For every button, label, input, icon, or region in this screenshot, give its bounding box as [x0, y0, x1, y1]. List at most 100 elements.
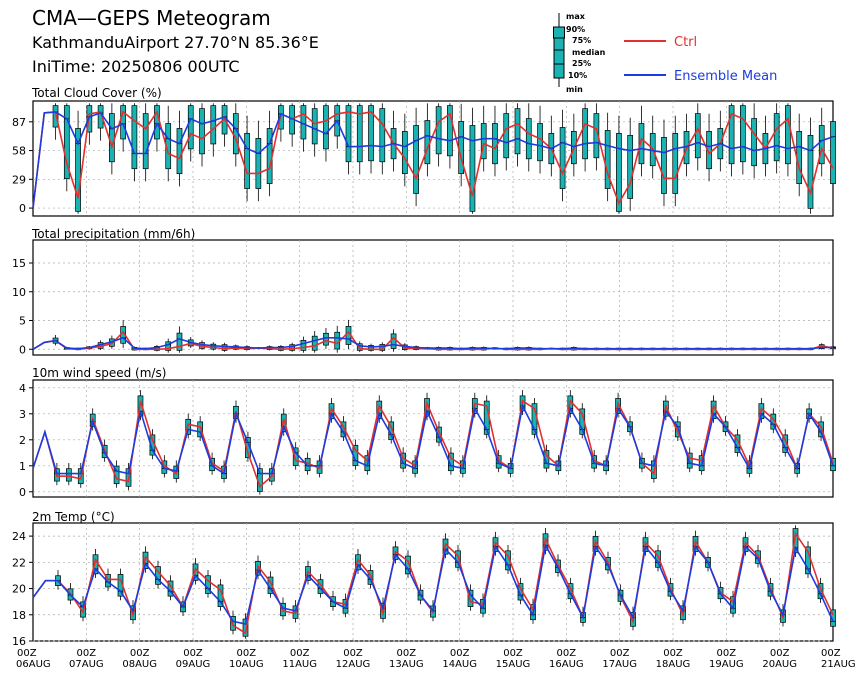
box-body [300, 339, 307, 351]
legend-p10: 10% [568, 71, 587, 80]
y-tick-label: 29 [12, 173, 26, 186]
box-body [582, 108, 588, 160]
box-body [792, 528, 799, 554]
legend-median: median [572, 48, 606, 57]
box-body [105, 574, 111, 588]
panel-title: Total Cloud Cover (%) [31, 86, 162, 100]
box-body [448, 452, 454, 472]
x-tick-date: 16AUG [549, 659, 584, 670]
box-body [469, 125, 476, 212]
y-tick-label: 58 [12, 145, 26, 158]
x-tick-hour: 00Z [343, 648, 363, 659]
x-tick-date: 07AUG [69, 659, 104, 670]
station-label: KathmanduAirport 27.70°N 85.36°E [32, 33, 319, 52]
mean-series-line [32, 111, 834, 209]
box-body [401, 131, 408, 175]
y-tick-label: 0 [19, 202, 26, 215]
y-tick-label: 2 [19, 434, 26, 447]
x-tick-hour: 00Z [77, 648, 97, 659]
legend-box-glyph [553, 13, 565, 87]
box-body [131, 105, 138, 170]
x-tick-date: 12AUG [336, 659, 371, 670]
x-tick-date: 14AUG [442, 659, 477, 670]
ctrl-series-line [32, 330, 834, 351]
legend-min: min [566, 85, 583, 94]
x-tick-date: 13AUG [389, 659, 424, 670]
y-tick-label: 24 [12, 530, 26, 543]
mean-series-line [32, 336, 833, 350]
box-body [242, 618, 249, 637]
box-body [672, 133, 679, 194]
x-tick-date: 08AUG [122, 659, 157, 670]
x-tick-hour: 00Z [557, 648, 577, 659]
x-tick-hour: 00Z [130, 648, 150, 659]
x-tick-hour: 00Z [717, 648, 737, 659]
y-tick-label: 20 [12, 583, 26, 596]
legend-p75: 75% [572, 36, 591, 45]
x-tick-date: 17AUG [602, 659, 637, 670]
ctrl-series-line [32, 531, 834, 635]
box-body [244, 133, 250, 189]
box-body [830, 609, 836, 627]
box-body [280, 413, 287, 433]
box-body [65, 468, 72, 482]
box-body [221, 344, 228, 351]
panel-frame [32, 239, 834, 356]
box-body [447, 105, 453, 157]
init-time-label: IniTime: 20250806 00UTC [32, 57, 240, 76]
y-tick-label: 0 [19, 486, 26, 499]
x-tick-hour: 00Z [770, 648, 790, 659]
box-body [311, 335, 318, 351]
box-body [165, 341, 172, 351]
y-tick-label: 18 [12, 609, 26, 622]
box-body [109, 113, 115, 163]
legend-ctrl-label: Ctrl [674, 35, 697, 50]
x-tick-date: 18AUG [656, 659, 691, 670]
box-body [627, 135, 634, 199]
x-tick-date: 19AUG [709, 659, 744, 670]
mean-series-line [32, 403, 834, 475]
box-body [492, 123, 498, 165]
box-body [142, 113, 149, 170]
box-body [807, 135, 814, 209]
x-tick-date: 15AUG [496, 659, 531, 670]
box-body [232, 113, 239, 155]
box-body [187, 105, 194, 150]
x-tick-date: 21AUG [821, 659, 856, 670]
box-body [413, 125, 419, 194]
box-body [661, 137, 667, 194]
x-tick-date: 09AUG [176, 659, 211, 670]
box-body [616, 133, 622, 212]
y-tick-label: 3 [19, 408, 26, 421]
box-body [356, 343, 363, 351]
box-body [368, 105, 374, 162]
x-tick-date: 11AUG [282, 659, 317, 670]
box-body [604, 130, 611, 189]
y-tick-label: 16 [12, 635, 26, 648]
box-body [751, 118, 757, 167]
box-body [311, 108, 318, 145]
box-body [686, 452, 693, 469]
x-tick-hour: 00Z [663, 648, 683, 659]
panel-title: 10m wind speed (m/s) [32, 366, 166, 380]
box-body [176, 128, 183, 175]
box-body [537, 123, 543, 162]
x-tick-date: 10AUG [229, 659, 264, 670]
box-body [817, 583, 824, 600]
box-body [199, 108, 205, 155]
panel-frame [32, 379, 834, 498]
box-body [514, 108, 521, 155]
x-tick-hour: 00Z [821, 648, 841, 659]
y-tick-label: 5 [19, 315, 26, 328]
legend-p25: 25% [572, 59, 591, 68]
box-body [52, 105, 59, 128]
box-body [205, 575, 211, 594]
y-tick-label: 15 [12, 257, 26, 270]
box-body [289, 344, 296, 351]
box-body [567, 583, 574, 600]
x-tick-hour: 00Z [503, 648, 523, 659]
ctrl-series-line [32, 399, 834, 488]
y-tick-label: 4 [19, 382, 26, 395]
box-body [176, 332, 183, 351]
